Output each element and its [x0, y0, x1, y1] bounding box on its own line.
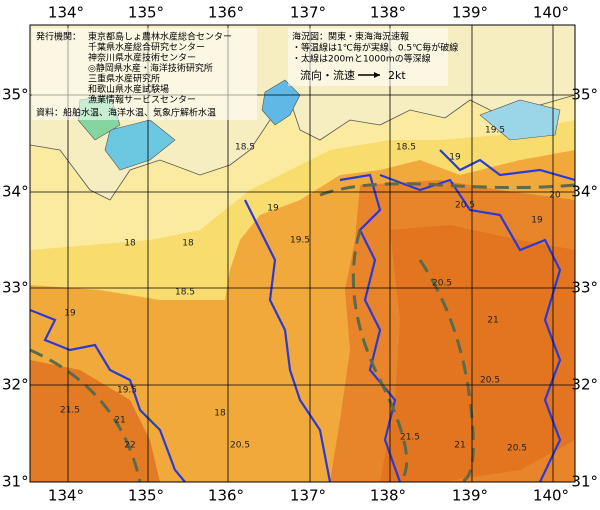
source: 資料：船舶水温、海洋水温、気象庁解析水温 [36, 107, 216, 119]
axis-labels: 134° 134° 135° 135° 136° 136° 137° 137° 138° 138°… [2, 4, 598, 505]
contour-label: 18 [124, 239, 136, 249]
warm-corner [30, 360, 160, 482]
contour-label: 18 [214, 409, 226, 419]
issuer: 和歌山県水産試験場 [88, 83, 169, 95]
lat-label: 33° [571, 279, 598, 297]
lon-label: 139° [452, 487, 488, 505]
contour-labels: 18.5 18.5 19 19.5 19 19.5 18 18 18.5 19 19.5 18 21.5… [60, 126, 561, 454]
contour-label: 21.5 [400, 433, 420, 443]
lon-label: 136° [208, 487, 244, 505]
arrow-head [374, 72, 380, 78]
contour-label: 19 [64, 309, 76, 319]
contour-label: 18 [182, 239, 194, 249]
contour-label: 19.5 [485, 126, 505, 136]
contour-label: 21 [487, 316, 498, 326]
issuer: 千葉県水産総合研究センター [88, 41, 205, 53]
info-right: 海況図：関東・東海海況速報 ・等温線は1℃毎が実線、0.5℃毎が破線 ・太線は2… [288, 28, 458, 86]
lat-label: 32° [571, 376, 598, 394]
contour-label: 19.5 [117, 386, 137, 396]
bay [479, 99, 561, 141]
contour-label: 20.5 [455, 201, 475, 211]
lon-label: 135° [128, 4, 164, 22]
contour-label: 18.5 [235, 143, 255, 153]
lon-label: 134° [48, 4, 84, 22]
map-body: 18.5 18.5 19 19.5 19 19.5 18 18 18.5 19 19.5 18 21.5… [30, 25, 575, 482]
warmest-water [380, 225, 575, 482]
contour-label: 20.5 [230, 441, 250, 451]
lon-label: 137° [290, 487, 326, 505]
lon-label: 134° [48, 487, 84, 505]
info-title: 海況図：関東・東海海況速報 [292, 31, 409, 43]
lat-label: 31° [2, 473, 29, 491]
lon-label: 138° [370, 487, 406, 505]
lat-label: 32° [2, 376, 29, 394]
contour-label: 20.5 [507, 444, 527, 454]
lon-label: 137° [290, 4, 326, 22]
contour-label: 20.5 [480, 376, 500, 386]
lat-label: 34° [2, 183, 29, 201]
current-label: 流向・流速 [300, 68, 355, 82]
contour-label: 18.5 [396, 143, 416, 153]
lon-label: 135° [128, 487, 164, 505]
contour-label: 20.5 [432, 279, 452, 289]
info-left: 発行機関： 東京都島しょ農林水産総合センター千葉県水産総合研究センター神奈川県水… [32, 28, 257, 120]
contour-label: 21.5 [60, 406, 80, 416]
note: ・等温線は1℃毎が実線、0.5℃毎が破線 [292, 42, 458, 54]
speed-label: 2kt [388, 69, 406, 82]
lon-label: 140° [533, 4, 569, 22]
contour-label: 19 [449, 153, 461, 163]
contour-label: 20 [549, 191, 561, 201]
lat-label: 31° [571, 473, 598, 491]
frame [29, 24, 576, 483]
contour-label: 19 [267, 204, 279, 214]
issuer: 漁業情報サービスセンター [88, 94, 196, 106]
note: ・太線は200mと1000mの等深線 [292, 53, 431, 65]
lon-label: 136° [208, 4, 244, 22]
contour-label: 22 [124, 441, 135, 451]
isobaths [30, 149, 575, 482]
lon-label: 140° [533, 487, 569, 505]
issuer-label: 発行機関： [36, 31, 81, 43]
bay [261, 79, 301, 126]
issuer: 三重県水産研究所 [88, 73, 160, 85]
issuer: 神奈川県水産技術センター [88, 52, 196, 64]
lat-label: 33° [2, 279, 29, 297]
lon-label: 139° [452, 4, 488, 22]
contour-label: 21 [114, 416, 125, 426]
contour-label: 18.5 [175, 288, 195, 298]
contour-label: 19.5 [290, 236, 310, 246]
lon-label: 138° [370, 4, 406, 22]
issuer: ◎静岡県水産・海洋技術研究所 [88, 62, 213, 74]
lat-label: 35° [2, 86, 29, 104]
lat-label: 34° [571, 183, 598, 201]
issuer: 東京都島しょ農林水産総合センター [88, 31, 232, 43]
lat-label: 35° [571, 86, 598, 104]
contour-label: 19 [531, 216, 543, 226]
contour-label: 21 [454, 441, 465, 451]
current-axis [30, 182, 575, 482]
